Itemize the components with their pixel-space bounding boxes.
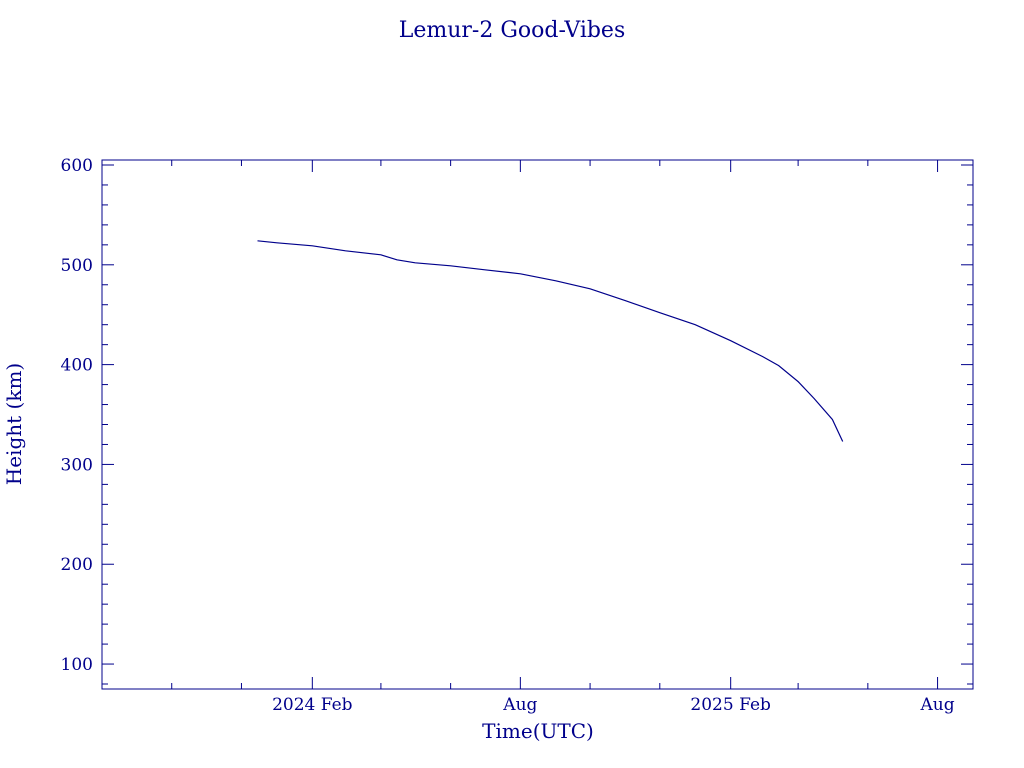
plot-frame <box>101 159 974 690</box>
y-axis: 100 200 300 400 500 600 <box>61 156 973 685</box>
y-tick-label: 100 <box>61 655 93 675</box>
chart-title: Lemur-2 Good-Vibes <box>399 18 626 43</box>
x-tick-label: 2025 Feb <box>690 695 771 715</box>
y-tick-label: 200 <box>61 555 93 575</box>
y-axis-label: Height (km) <box>2 363 26 485</box>
y-tick-label: 300 <box>61 455 93 475</box>
x-axis: 2024 Feb Aug 2025 Feb Aug <box>171 160 955 715</box>
x-tick-label: Aug <box>502 695 537 715</box>
y-tick-label: 400 <box>61 356 93 376</box>
y-tick-label: 600 <box>61 156 93 176</box>
y-tick-label: 500 <box>61 256 93 276</box>
x-axis-label: Time(UTC) <box>482 719 594 743</box>
height-series-line <box>257 240 844 442</box>
x-tick-label: 2024 Feb <box>272 695 353 715</box>
x-tick-label: Aug <box>920 695 955 715</box>
